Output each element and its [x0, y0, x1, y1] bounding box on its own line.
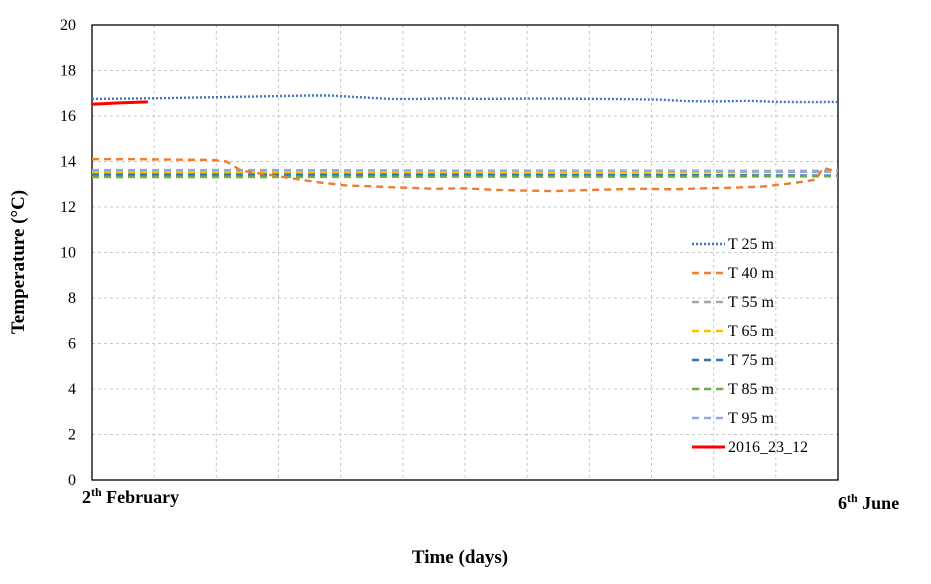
y-tick-label: 4 — [68, 381, 76, 398]
y-tick-label: 0 — [68, 472, 76, 489]
y-tick-label: 10 — [60, 245, 76, 262]
x-axis-end-label: 6th June — [838, 491, 899, 513]
x-end-ordinal: th — [847, 491, 858, 505]
legend-label: T 25 m — [728, 236, 774, 253]
legend-label: T 65 m — [728, 323, 774, 340]
y-axis-title: Temperature (°C) — [8, 190, 29, 334]
x-start-month: February — [102, 487, 179, 507]
series-line-5 — [92, 175, 839, 179]
gridlines — [92, 25, 838, 480]
x-end-month: June — [858, 493, 900, 513]
x-axis-start-label: 2th February — [82, 485, 179, 507]
y-tick-label: 8 — [68, 290, 76, 307]
legend: T 25 m T 40 m T 55 m T 65 m T 75 m T 85 m T 95… — [692, 236, 808, 456]
series-line-1 — [92, 157, 839, 193]
legend-label: T 55 m — [728, 294, 774, 311]
legend-label: T 95 m — [728, 410, 774, 427]
series-line-0 — [91, 94, 839, 104]
legend-label: T 85 m — [728, 381, 774, 398]
y-tick-label: 12 — [60, 199, 76, 216]
series-line-6 — [92, 168, 839, 173]
y-tick-label: 6 — [68, 336, 76, 353]
legend-label: T 40 m — [728, 265, 774, 282]
legend-label: T 75 m — [728, 352, 774, 369]
series-lines — [91, 94, 839, 193]
x-axis-title: Time (days) — [412, 547, 508, 568]
plot-area-frame — [91, 24, 839, 481]
series-line-4 — [92, 173, 839, 177]
x-start-ordinal: th — [91, 485, 102, 499]
y-tick-label: 16 — [60, 108, 76, 125]
y-axis-ticks: 0 2 4 6 8 10 12 14 16 18 20 — [60, 17, 76, 489]
series-line-3 — [91, 169, 839, 175]
y-tick-label: 2 — [68, 427, 76, 444]
y-tick-label: 14 — [60, 154, 76, 171]
y-tick-label: 18 — [60, 63, 76, 80]
series-line-7 — [91, 100, 148, 106]
y-tick-label: 20 — [60, 17, 76, 34]
x-start-day: 2 — [82, 487, 91, 507]
x-end-day: 6 — [838, 493, 847, 513]
legend-label: 2016_23_12 — [728, 439, 808, 456]
